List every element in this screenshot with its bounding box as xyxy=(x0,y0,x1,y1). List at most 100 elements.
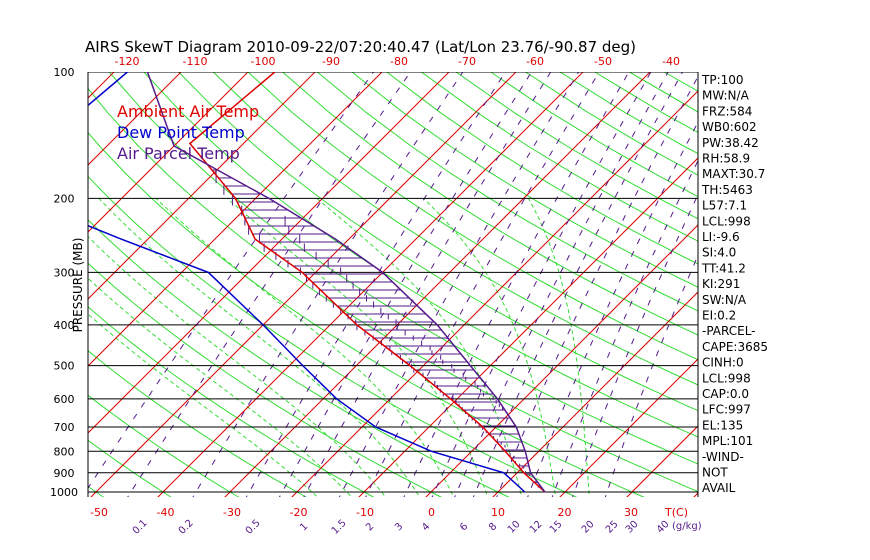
mixing-ratio-label: 15 xyxy=(548,519,565,536)
mixing-ratio-label: 40 xyxy=(655,519,672,536)
legend: Ambient Air Temp Dew Point Temp Air Parcel… xyxy=(117,102,259,163)
bottom-temp-tick-label: -10 xyxy=(356,506,374,519)
dry-adiabat xyxy=(88,350,307,497)
mixing-ratio-line xyxy=(365,72,600,497)
isotherm xyxy=(88,72,383,367)
mixing-ratio-line xyxy=(572,193,698,497)
series-line-0 xyxy=(188,72,546,493)
mixing-ratio-line xyxy=(431,72,652,497)
mixing-ratio-line xyxy=(454,72,669,497)
moist-adiabat xyxy=(88,235,387,497)
moist-adiabat xyxy=(88,277,353,497)
index-line: NOT xyxy=(702,466,728,480)
pressure-tick-label: 800 xyxy=(54,445,75,458)
moist-adiabat xyxy=(98,198,421,497)
series-line-1 xyxy=(88,72,526,493)
dry-adiabat xyxy=(282,72,698,336)
chart-title: AIRS SkewT Diagram 2010-09-22/07:20:40.4… xyxy=(85,38,636,56)
mixing-ratio-line xyxy=(192,72,464,497)
moist-adiabat xyxy=(316,198,523,497)
top-temp-tick-label: -50 xyxy=(594,55,612,68)
mixing-ratio-line xyxy=(303,72,552,497)
sounding-curves xyxy=(88,72,546,493)
moist-adiabat xyxy=(423,198,557,497)
isotherm xyxy=(157,72,584,497)
dry-adiabat xyxy=(88,485,105,497)
mixing-ratio-line xyxy=(338,72,580,497)
dry-adiabat xyxy=(88,87,698,493)
mixing-ratio-label: 10 xyxy=(506,519,523,536)
pressure-tick-label: 1000 xyxy=(50,486,78,499)
mixing-ratio-label: 0.2 xyxy=(177,518,196,537)
moist-adiabat xyxy=(528,198,590,497)
isotherm xyxy=(88,72,316,300)
index-line: MPL:101 xyxy=(702,434,753,448)
index-line: FRZ:584 xyxy=(702,104,752,118)
dry-adiabat xyxy=(247,72,698,361)
mixing-ratio-line xyxy=(527,121,698,497)
dry-adiabat xyxy=(88,219,510,497)
index-line: TP:100 xyxy=(701,73,744,87)
diagram-background-lines xyxy=(0,53,870,501)
bottom-temp-tick-label: 30 xyxy=(624,506,638,519)
isotherm xyxy=(757,53,870,501)
bottom-temp-tick-label: -30 xyxy=(223,506,241,519)
pressure-tick-label: 300 xyxy=(54,266,75,279)
series-line-2 xyxy=(146,72,546,493)
dry-adiabat xyxy=(421,72,698,242)
dry-adiabat xyxy=(88,394,240,497)
index-line: SI:4.0 xyxy=(702,246,736,260)
dry-adiabat xyxy=(0,72,41,501)
index-line: CINH:0 xyxy=(702,356,744,370)
index-line: -WIND- xyxy=(702,450,744,464)
index-line: EL:135 xyxy=(702,418,743,432)
pressure-tick-label: 700 xyxy=(54,421,75,434)
isotherm xyxy=(559,358,698,497)
mixing-ratio-line xyxy=(496,75,698,497)
index-line: EI:0.2 xyxy=(702,309,736,323)
index-line: LCL:998 xyxy=(702,214,751,228)
isotherm xyxy=(90,72,517,497)
index-line: PW:38.42 xyxy=(702,136,759,150)
top-temp-tick-label: -70 xyxy=(458,55,476,68)
pressure-tick-label: 900 xyxy=(54,467,75,480)
bottom-axis-unit: T(C) xyxy=(664,506,688,519)
index-line: CAP:0.0 xyxy=(702,387,749,401)
dry-adiabat xyxy=(88,131,645,497)
top-temp-tick-label: -60 xyxy=(526,55,544,68)
index-line: LI:-9.6 xyxy=(702,230,740,244)
dry-adiabat xyxy=(212,72,698,386)
mixing-ratio-label: 12 xyxy=(528,519,545,536)
mixing-ratio-unit: (g/kg) xyxy=(672,521,702,532)
mixing-ratio-label: 20 xyxy=(580,519,597,536)
dry-adiabat xyxy=(88,175,578,497)
dry-adiabat xyxy=(663,72,698,92)
legend-entry: Ambient Air Temp xyxy=(117,102,259,121)
legend-entry: Dew Point Temp xyxy=(117,123,245,142)
mixing-ratio-line xyxy=(245,72,506,497)
isotherm xyxy=(224,72,651,497)
index-line: CAPE:3685 xyxy=(702,340,768,354)
legend-entry: Air Parcel Temp xyxy=(117,144,240,163)
mixing-ratio-label: 25 xyxy=(604,519,621,536)
mixing-ratio-label: 1.5 xyxy=(330,518,349,537)
pressure-tick-label: 400 xyxy=(54,319,75,332)
mixing-ratio-line xyxy=(88,72,374,489)
mixing-ratio-label: 6 xyxy=(458,521,470,533)
index-line: TH:5463 xyxy=(701,183,753,197)
pressure-tick-label: 600 xyxy=(54,393,75,406)
dry-adiabat xyxy=(143,72,698,438)
top-temp-tick-label: -80 xyxy=(390,55,408,68)
index-line: LCL:998 xyxy=(702,371,751,385)
mixing-ratio-label: 4 xyxy=(420,521,432,533)
mixing-ratio-label: 8 xyxy=(487,521,499,533)
index-line: WB0:602 xyxy=(702,120,757,134)
mixing-ratio-line xyxy=(472,72,683,497)
dry-adiabat xyxy=(88,439,172,497)
dry-adiabat xyxy=(88,262,443,497)
bottom-temp-tick-label: 0 xyxy=(428,506,435,519)
index-line: KI:291 xyxy=(702,277,740,291)
dry-adiabat xyxy=(386,72,698,265)
